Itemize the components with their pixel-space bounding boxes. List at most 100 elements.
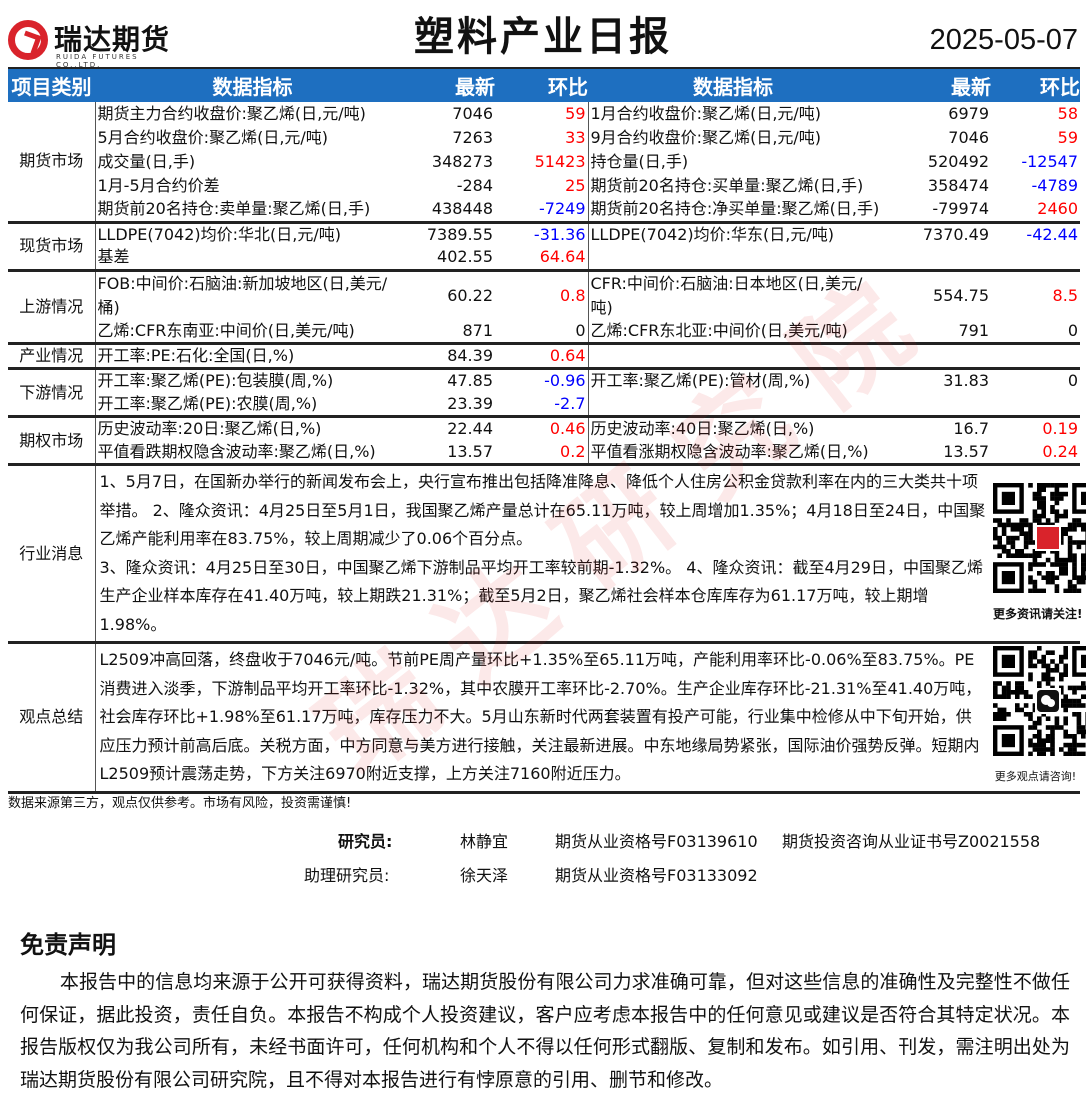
table-row: 1月-5月合约价差 -284 25 期货前20名持仓:买单量:聚乙烯(日,手) 3584… <box>8 174 1080 198</box>
indicator-label: 乙烯:CFR东南亚:中间价(日,美元/吨) <box>95 319 410 345</box>
latest-value: 402.55 <box>410 246 495 272</box>
latest-value: 23.39 <box>410 392 495 418</box>
change-value: 8.5 <box>1052 285 1078 305</box>
indicator-label: CFR:中间价:石脑油:日本地区(日,美元/吨) <box>590 273 863 317</box>
indicator-label: 9月合约收盘价:聚乙烯(日,元/吨) <box>590 128 822 147</box>
change-value: 0 <box>991 319 1080 345</box>
change-value <box>991 392 1080 418</box>
latest-value: 438448 <box>410 198 495 224</box>
category-cell: 行业消息 <box>8 464 96 644</box>
researcher-name: 林静宜 <box>460 832 509 851</box>
disclaimer-text: 本报告中的信息均来源于公开可获得资料，瑞达期货股份有限公司力求准确可靠，但对这些… <box>20 971 1070 1091</box>
latest-value: 7046 <box>948 128 989 147</box>
latest-value: 16.7 <box>953 419 989 439</box>
latest-value: 791 <box>878 319 991 345</box>
category-cell: 现货市场 <box>8 222 96 272</box>
table-row: 成交量(日,手) 348273 51423 持仓量(日,手) 520492 -12547 <box>8 150 1080 174</box>
table-row: 现货市场 LLDPE(7042)均价:华北(日,元/吨) 7389.55 -31.36… <box>8 222 1080 272</box>
news-text: 1、5月7日，在国新办举行的新闻发布会上，央行宣布推出包括降准降息、降低个人住房… <box>95 464 991 644</box>
indicator-label <box>588 246 878 272</box>
indicator-label: 期货前20名持仓:净买单量:聚乙烯(日,手) <box>588 198 879 224</box>
latest-value: -79974 <box>878 198 991 224</box>
table-row: 上游情况 FOB:中间价:石脑油:新加坡地区(日,美元/桶) 60.22 0.8 CFR… <box>8 270 1080 345</box>
company-logo: 瑞达期货 RUIDA FUTURES CO.,LTD. <box>8 18 178 69</box>
indicator-label: 期货主力合约收盘价:聚乙烯(日,元/吨) <box>97 104 366 123</box>
indicator-label: 1月合约收盘价:聚乙烯(日,元/吨) <box>590 104 822 123</box>
data-source-note: 数据来源第三方，观点仅供参考。市场有风险，投资需谨慎! <box>8 796 352 811</box>
change-value: -12547 <box>1021 152 1078 171</box>
latest-value <box>878 246 991 272</box>
news-paragraph: 3、隆众资讯：4月25日至30日，中国聚乙烯下游制品平均开工率较前期-1.32%… <box>99 557 984 634</box>
col-change-2: 环比 <box>991 67 1080 102</box>
page-title: 塑料产业日报 <box>414 14 672 60</box>
logo-text: 瑞达期货 <box>54 23 171 56</box>
qr-cell: 更多观点请咨询! <box>991 642 1086 794</box>
category-cell: 上游情况 <box>8 270 96 345</box>
views-text: L2509冲高回落，终盘收于7046元/吨。节前PE周产量环比+1.35%至65… <box>95 642 991 794</box>
data-table: 项目类别 数据指标 最新 环比 数据指标 最新 环比 期货市场 期货主力合约收盘价… <box>8 67 1086 794</box>
change-value: 0.2 <box>495 440 589 466</box>
latest-value: 520492 <box>927 152 989 171</box>
latest-value: 348273 <box>431 152 493 171</box>
col-indicator: 数据指标 <box>95 67 410 102</box>
news-row: 行业消息 1、5月7日，在国新办举行的新闻发布会上，央行宣布推出包括降准降息、降… <box>8 464 1086 644</box>
researcher-cert: 期货从业资格号F03139610 <box>555 832 758 851</box>
table-row: 产业情况 开工率:PE:石化:全国(日,%) 84.39 0.64 <box>8 343 1080 370</box>
latest-value: 7263 <box>452 128 493 147</box>
category-cell: 产业情况 <box>8 343 96 370</box>
indicator-label: 平值看跌期权隐含波动率:聚乙烯(日,%) <box>95 440 410 466</box>
wechat-qr-code-icon <box>993 646 1086 757</box>
change-value: 58 <box>1057 104 1078 123</box>
qr-caption: 更多资讯请关注! <box>993 606 1083 621</box>
qr-cell: 更多资讯请关注! <box>991 464 1086 644</box>
latest-value: 84.39 <box>410 343 495 370</box>
latest-value: 7046 <box>452 104 493 123</box>
latest-value: 6979 <box>948 104 989 123</box>
col-category: 项目类别 <box>8 67 95 102</box>
latest-value <box>878 343 991 370</box>
assistant-cert: 期货从业资格号F03133092 <box>555 866 758 885</box>
researcher-consult-cert: 期货投资咨询从业证书号Z0021558 <box>782 832 1041 851</box>
logo-mark-icon <box>8 20 48 60</box>
category-cell: 观点总结 <box>8 642 96 794</box>
change-value: 64.64 <box>495 246 589 272</box>
indicator-label: 1月-5月合约价差 <box>97 176 220 195</box>
researcher-label: 研究员: <box>338 832 393 851</box>
change-value <box>991 343 1080 370</box>
change-value: 0.64 <box>495 343 589 370</box>
change-value <box>991 246 1080 272</box>
latest-value <box>878 392 991 418</box>
latest-value: 554.75 <box>933 285 989 305</box>
indicator-label <box>588 343 878 370</box>
latest-value: 7370.49 <box>922 224 989 244</box>
latest-value: 47.85 <box>447 371 493 391</box>
latest-value: 13.57 <box>410 440 495 466</box>
news-paragraph: 1、5月7日，在国新办举行的新闻发布会上，央行宣布推出包括降准降息、降低个人住房… <box>99 472 986 548</box>
latest-value: 31.83 <box>943 371 989 391</box>
table-row: 期权市场 历史波动率:20日:聚乙烯(日,%) 22.44 0.46 历史波动率:40日… <box>8 416 1080 466</box>
indicator-label: LLDPE(7042)均价:华北(日,元/吨) <box>97 224 341 244</box>
change-value: -42.44 <box>1026 224 1078 244</box>
table-header: 项目类别 数据指标 最新 环比 数据指标 最新 环比 <box>8 67 1080 102</box>
latest-value: 871 <box>410 319 495 345</box>
disclaimer-title: 免责声明 <box>20 931 116 959</box>
table-row: 期货前20名持仓:卖单量:聚乙烯(日,手) 438448 -7249 期货前20名持仓… <box>8 198 1080 224</box>
change-value: -7249 <box>495 198 589 224</box>
assistant-label: 助理研究员: <box>304 866 390 885</box>
indicator-label: 乙烯:CFR东北亚:中间价(日,美元/吨) <box>588 319 878 345</box>
indicator-label: 平值看涨期权隐含波动率:聚乙烯(日,%) <box>588 440 878 466</box>
table-row: 平值看跌期权隐含波动率:聚乙烯(日,%) 13.57 0.2 平值看涨期权隐含波动率:… <box>8 440 1080 466</box>
table-row: 乙烯:CFR东南亚:中间价(日,美元/吨) 871 0 乙烯:CFR东北亚:中间价(日… <box>8 319 1080 345</box>
report-date: 2025-05-07 <box>929 24 1078 56</box>
indicator-label: 成交量(日,手) <box>97 152 196 171</box>
latest-value: 13.57 <box>878 440 991 466</box>
indicator-label: 期货前20名持仓:卖单量:聚乙烯(日,手) <box>95 198 410 224</box>
table-row: 基差 402.55 64.64 <box>8 246 1080 272</box>
change-value: 0.19 <box>1042 419 1078 439</box>
indicator-label: 开工率:聚乙烯(PE):管材(周,%) <box>590 371 811 391</box>
latest-value: 60.22 <box>447 285 493 305</box>
table-row: 开工率:聚乙烯(PE):农膜(周,%) 23.39 -2.7 <box>8 392 1080 418</box>
table-row: 下游情况 开工率:聚乙烯(PE):包装膜(周,%) 47.85 -0.96 开工率:聚乙… <box>8 368 1080 418</box>
qr-code-icon <box>993 482 1086 593</box>
table-row: 5月合约收盘价:聚乙烯(日,元/吨) 7263 33 9月合约收盘价:聚乙烯(日,元/… <box>8 126 1080 150</box>
